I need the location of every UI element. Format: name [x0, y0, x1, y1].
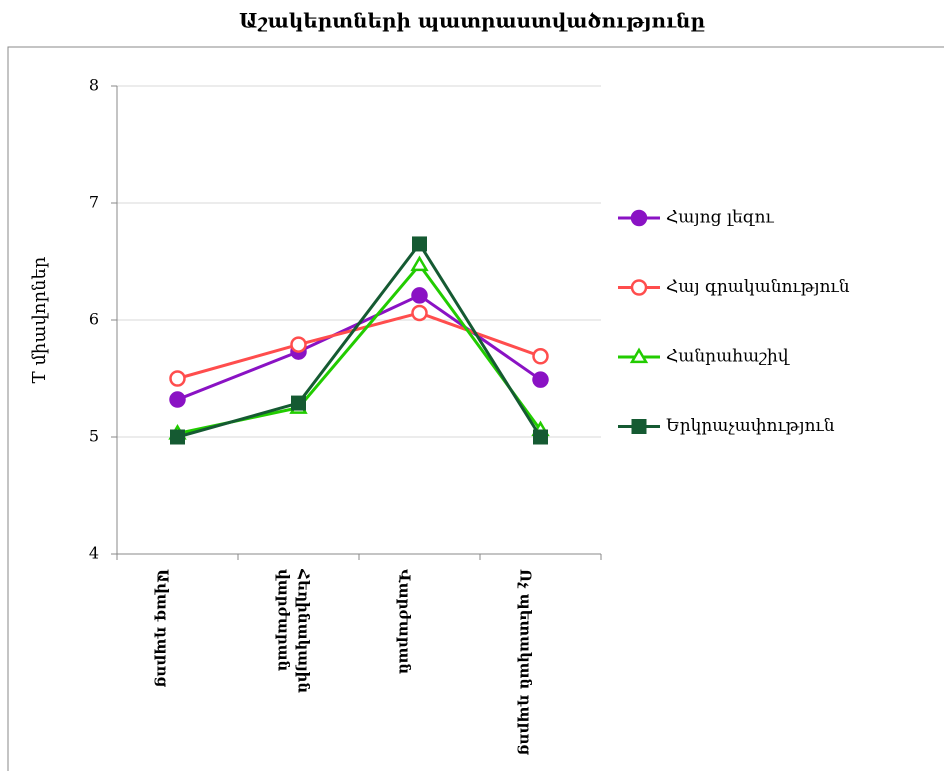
point: [532, 371, 549, 388]
x-tick-label: Ոչ պետական դպրոց: [516, 569, 535, 756]
point: [169, 391, 186, 408]
x-tick-label: Հեղինակային վարժարան: [274, 569, 313, 694]
legend-marker: [629, 347, 649, 364]
legend-marker: [630, 209, 648, 227]
x-tick-label-box: Ավագ դպրոց: [153, 569, 172, 688]
y-tick-label: 6: [89, 310, 99, 329]
series-line: [177, 241, 542, 439]
point: [412, 236, 427, 252]
x-tick-label-box: Ոչ պետական դպրոց: [516, 569, 535, 756]
point: [533, 429, 548, 445]
legend-marker: [631, 419, 647, 434]
chart-title: Աշակերտների պատրաստվածությունը: [239, 9, 705, 33]
point: [169, 370, 186, 387]
chart-border: [7, 46, 944, 771]
point: [411, 287, 428, 304]
y-tick-label: 8: [89, 76, 99, 95]
y-tick-label: 4: [89, 544, 99, 563]
point: [291, 395, 306, 411]
legend-label: Հայոց լեզու: [666, 208, 775, 228]
legend-label: Հայ գրականություն: [666, 277, 850, 297]
point: [290, 336, 307, 353]
x-tick-label: Վարժարան: [395, 569, 414, 675]
legend-marker: [630, 279, 648, 296]
point: [411, 304, 428, 322]
point: [410, 255, 429, 272]
y-tick-label: 5: [89, 427, 99, 446]
point: [170, 429, 185, 445]
y-tick-label: 7: [89, 193, 99, 212]
x-tick-label-box: Հեղինակային վարժարան: [274, 569, 313, 694]
legend-label: Հանրահաշիվ: [666, 347, 790, 367]
legend-label: Երկրաչափություն: [666, 416, 835, 436]
point: [532, 348, 549, 365]
x-tick-label: Ավագ դպրոց: [153, 569, 172, 688]
series-line: [177, 311, 542, 380]
y-axis-label: T միավորներ: [29, 256, 50, 383]
x-tick-label-box: Վարժարան: [395, 569, 414, 675]
